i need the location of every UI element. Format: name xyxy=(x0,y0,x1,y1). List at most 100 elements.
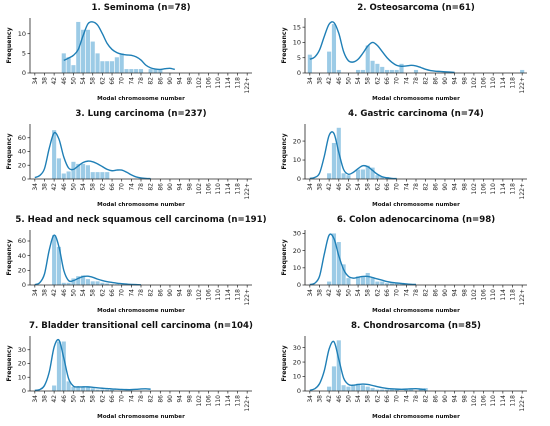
x-tick-label: 82 xyxy=(423,77,430,85)
x-tick-label: 114 xyxy=(500,183,507,195)
x-tick-label: 74 xyxy=(403,77,410,85)
x-tick-label: 38 xyxy=(41,395,48,403)
x-tick-label: 94 xyxy=(452,77,459,85)
y-axis-label: Frequency xyxy=(6,239,13,275)
histogram-bar xyxy=(124,69,129,73)
histogram-bar xyxy=(52,130,57,179)
histogram-bar xyxy=(380,281,385,285)
x-tick-label: 34 xyxy=(32,395,39,403)
density-curve xyxy=(63,21,175,71)
x-tick-label: 122+ xyxy=(244,395,251,411)
histogram-bar xyxy=(61,53,66,73)
x-tick-label: 102 xyxy=(196,395,203,407)
x-tick-label: 82 xyxy=(423,395,430,403)
x-tick-label: 102 xyxy=(196,77,203,89)
chart-title: 8. Chondrosarcoma (n=85) xyxy=(351,321,481,331)
histogram-bar xyxy=(90,388,95,391)
x-tick-label: 78 xyxy=(413,395,420,403)
x-tick-label: 74 xyxy=(403,395,410,403)
histogram-bar xyxy=(90,281,95,285)
histogram-bar xyxy=(71,65,76,73)
histogram-bar xyxy=(100,282,105,285)
x-tick-label: 102 xyxy=(471,395,478,407)
x-tick-label: 94 xyxy=(177,289,184,297)
chart-panel-4: 4. Gastric carcinoma (n=74) 0 10 20 34 38 42 46… xyxy=(281,109,527,208)
x-tick-label: 42 xyxy=(326,395,333,403)
x-tick-label: 114 xyxy=(500,77,507,89)
histogram-bar xyxy=(370,167,375,179)
x-tick-label: 66 xyxy=(109,77,116,85)
x-tick-label: 62 xyxy=(99,77,106,85)
x-tick-label: 94 xyxy=(177,395,184,403)
x-tick-label: 54 xyxy=(80,289,87,297)
histogram-bar xyxy=(95,389,100,391)
histogram-bar xyxy=(389,69,394,73)
histogram-bar xyxy=(365,45,370,73)
y-tick-label: 20 xyxy=(293,247,301,255)
y-axis-label: Frequency xyxy=(6,345,13,381)
histogram-bar xyxy=(66,282,71,285)
x-tick-label: 70 xyxy=(394,77,401,85)
density-curve xyxy=(34,234,142,286)
y-axis-label: Frequency xyxy=(281,239,288,275)
y-tick-label: 60 xyxy=(18,134,26,142)
x-tick-label: 46 xyxy=(61,395,68,403)
x-tick-label: 82 xyxy=(423,289,430,297)
histogram-bar xyxy=(384,69,390,73)
histogram-bar xyxy=(95,172,100,179)
x-tick-label: 54 xyxy=(355,77,362,85)
histogram-bar xyxy=(384,389,390,391)
histogram-bar xyxy=(95,281,100,285)
x-axis-label: Modal chromosome number xyxy=(97,96,185,102)
density-curve xyxy=(34,131,151,180)
x-tick-label: 38 xyxy=(316,77,323,85)
histogram-bar xyxy=(409,389,414,391)
histogram-bar xyxy=(100,61,105,73)
histogram-bar xyxy=(336,340,341,391)
x-tick-label: 62 xyxy=(374,77,381,85)
x-tick-label: 38 xyxy=(316,395,323,403)
y-tick-label: 5 xyxy=(22,50,26,58)
histogram-bar xyxy=(365,165,370,179)
x-tick-label: 114 xyxy=(225,395,232,407)
x-tick-label: 98 xyxy=(186,183,193,191)
histogram-bar xyxy=(418,389,423,391)
histogram-bar xyxy=(114,57,119,73)
histogram-bar xyxy=(370,388,375,391)
x-tick-label: 82 xyxy=(148,289,155,297)
x-tick-label: 78 xyxy=(138,395,145,403)
x-tick-label: 102 xyxy=(471,77,478,89)
x-tick-label: 42 xyxy=(326,77,333,85)
x-tick-label: 58 xyxy=(90,183,97,191)
x-tick-label: 70 xyxy=(394,289,401,297)
chart-title: 2. Osteosarcoma (n=61) xyxy=(357,3,475,13)
chart-panel-1: 1. Seminoma (n=78) 0 5 10 34 38 42 46 50 54 58 62 66… xyxy=(6,3,252,102)
histogram-bar xyxy=(356,276,361,285)
x-tick-label: 46 xyxy=(336,183,343,191)
x-tick-label: 118 xyxy=(235,289,242,301)
x-tick-label: 98 xyxy=(461,395,468,403)
x-tick-label: 50 xyxy=(345,289,352,297)
histogram-bar xyxy=(360,276,365,285)
x-tick-label: 90 xyxy=(442,183,449,191)
x-tick-label: 38 xyxy=(41,77,48,85)
chart-panel-7: 7. Bladder transitional cell carcinoma (… xyxy=(6,321,253,420)
x-tick-label: 122+ xyxy=(519,289,526,305)
x-tick-label: 58 xyxy=(365,395,372,403)
histogram-bar xyxy=(520,69,525,73)
x-tick-label: 98 xyxy=(461,289,468,297)
x-tick-label: 74 xyxy=(128,395,135,403)
y-axis-label: Frequency xyxy=(6,27,13,63)
histogram-bar xyxy=(61,173,66,179)
x-tick-label: 118 xyxy=(235,77,242,89)
density-curve xyxy=(309,233,417,286)
x-tick-label: 78 xyxy=(138,77,145,85)
x-tick-label: 54 xyxy=(355,183,362,191)
x-tick-label: 90 xyxy=(442,289,449,297)
x-tick-label: 94 xyxy=(452,183,459,191)
histogram-bar xyxy=(404,389,409,391)
x-axis-label: Modal chromosome number xyxy=(97,414,185,420)
histogram-bar xyxy=(85,279,90,285)
x-tick-label: 50 xyxy=(345,183,352,191)
y-tick-label: 10 xyxy=(18,373,26,381)
